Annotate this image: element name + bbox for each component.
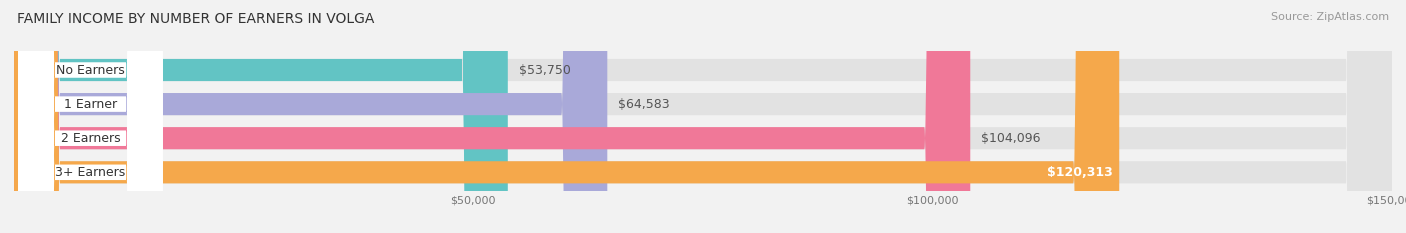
FancyBboxPatch shape bbox=[18, 0, 163, 233]
Text: 1 Earner: 1 Earner bbox=[63, 98, 117, 111]
Text: $53,750: $53,750 bbox=[519, 64, 571, 76]
Text: 3+ Earners: 3+ Earners bbox=[55, 166, 125, 179]
FancyBboxPatch shape bbox=[14, 0, 508, 233]
FancyBboxPatch shape bbox=[14, 0, 607, 233]
FancyBboxPatch shape bbox=[14, 0, 1119, 233]
Text: $120,313: $120,313 bbox=[1046, 166, 1112, 179]
Text: FAMILY INCOME BY NUMBER OF EARNERS IN VOLGA: FAMILY INCOME BY NUMBER OF EARNERS IN VO… bbox=[17, 12, 374, 26]
Text: 2 Earners: 2 Earners bbox=[60, 132, 121, 145]
Text: No Earners: No Earners bbox=[56, 64, 125, 76]
FancyBboxPatch shape bbox=[18, 0, 163, 233]
FancyBboxPatch shape bbox=[18, 0, 163, 233]
Text: Source: ZipAtlas.com: Source: ZipAtlas.com bbox=[1271, 12, 1389, 22]
FancyBboxPatch shape bbox=[14, 0, 1392, 233]
FancyBboxPatch shape bbox=[14, 0, 1392, 233]
FancyBboxPatch shape bbox=[18, 0, 163, 233]
Text: $104,096: $104,096 bbox=[981, 132, 1040, 145]
FancyBboxPatch shape bbox=[14, 0, 1392, 233]
FancyBboxPatch shape bbox=[14, 0, 970, 233]
Text: $64,583: $64,583 bbox=[619, 98, 669, 111]
FancyBboxPatch shape bbox=[14, 0, 1392, 233]
